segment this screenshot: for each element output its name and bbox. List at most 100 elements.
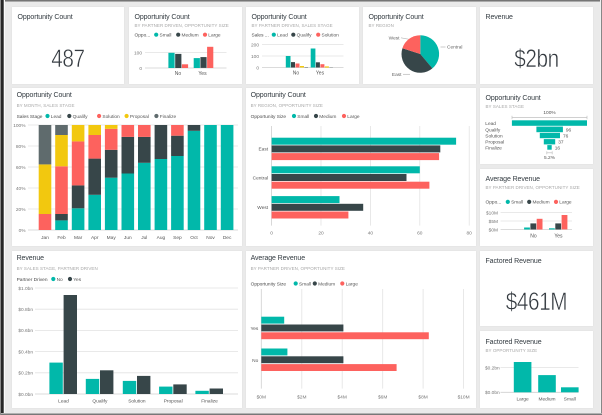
svg-text:$6M: $6M [378,395,387,401]
svg-text:Solution: Solution [102,114,120,120]
svg-text:$2M: $2M [297,395,306,401]
svg-text:Small: Small [160,33,172,39]
svg-text:Jun: Jun [124,235,132,241]
svg-text:No: No [252,358,258,364]
svg-text:No: No [57,277,63,283]
svg-text:Qualify: Qualify [92,399,108,405]
svg-text:No: No [293,70,300,76]
svg-text:0: 0 [270,231,273,237]
svg-text:Small: Small [297,114,309,120]
svg-text:Proposal: Proposal [485,140,504,146]
svg-text:$0.0bn: $0.0bn [485,390,500,396]
svg-text:Large: Large [347,114,360,120]
svg-text:$0.4bn: $0.4bn [18,349,33,355]
svg-text:West: West [389,36,401,42]
svg-text:76: 76 [563,133,569,139]
svg-text:Medium: Medium [182,33,199,39]
svg-text:80: 80 [467,231,473,237]
svg-text:Lead: Lead [485,121,496,127]
svg-text:Oct: Oct [190,235,198,241]
svg-text:Yes: Yes [198,71,207,77]
svg-text:May: May [107,235,117,241]
svg-text:100%: 100% [13,123,26,129]
svg-text:Yes: Yes [73,277,81,283]
svg-text:Yes: Yes [250,326,258,332]
svg-text:$1.0bn: $1.0bn [18,286,33,292]
svg-text:Solution: Solution [322,33,340,39]
svg-text:Oppo...: Oppo... [135,33,151,39]
svg-text:Proposal: Proposal [164,399,183,405]
svg-text:Dec: Dec [223,235,232,241]
svg-text:Sep: Sep [173,235,182,241]
svg-text:$0.8bn: $0.8bn [18,307,33,313]
svg-text:Large: Large [559,200,572,206]
svg-text:0: 0 [139,66,142,72]
svg-text:Small: Small [511,200,523,206]
svg-text:Opportunity Size: Opportunity Size [251,114,287,120]
svg-text:Finalize: Finalize [201,399,218,405]
svg-text:Sales Stage: Sales Stage [17,114,43,120]
svg-text:Solution: Solution [128,399,146,405]
svg-text:200: 200 [251,42,259,48]
svg-text:80%: 80% [16,144,26,150]
svg-text:Jul: Jul [141,235,147,241]
svg-text:Finalize: Finalize [485,145,502,151]
svg-text:40: 40 [368,231,374,237]
svg-text:0: 0 [256,65,259,71]
svg-text:5.2%: 5.2% [544,155,556,161]
svg-text:100: 100 [251,54,259,60]
svg-text:$0.6bn: $0.6bn [18,328,33,334]
svg-text:Medium: Medium [533,200,550,206]
svg-text:60%: 60% [16,165,26,171]
svg-text:96: 96 [566,127,572,133]
svg-text:Aug: Aug [157,235,166,241]
svg-text:$0.2bn: $0.2bn [18,371,33,377]
svg-text:Solution: Solution [485,133,503,139]
svg-text:$0M: $0M [489,227,498,233]
svg-text:$5M: $5M [489,219,498,225]
svg-text:Central: Central [447,45,462,51]
svg-text:Partner Driven: Partner Driven [17,277,48,283]
svg-text:No: No [530,234,537,240]
svg-text:Feb: Feb [57,235,66,241]
svg-text:Yes: Yes [554,234,563,240]
svg-text:Medium: Medium [319,114,336,120]
svg-text:Small: Small [299,281,311,287]
svg-text:Large: Large [208,33,221,39]
svg-text:Apr: Apr [91,235,99,241]
svg-text:20: 20 [318,231,324,237]
svg-text:Qualify: Qualify [485,127,501,133]
svg-text:Opportunity Size: Opportunity Size [251,281,287,287]
svg-text:East: East [258,147,268,153]
svg-text:Qualify: Qualify [73,114,89,120]
svg-text:$0.0bn: $0.0bn [18,392,33,398]
svg-text:Sales ...: Sales ... [252,33,269,39]
svg-text:Large: Large [346,281,359,287]
svg-text:Qualify: Qualify [297,33,313,39]
svg-text:$10M: $10M [486,210,498,216]
svg-text:Proposal: Proposal [130,114,149,120]
svg-text:100: 100 [134,50,142,56]
svg-text:Central: Central [253,175,268,181]
svg-text:Finalize: Finalize [160,114,177,120]
svg-text:Medium: Medium [318,281,335,287]
svg-text:West: West [257,205,269,211]
svg-text:Yes: Yes [316,70,325,76]
svg-text:East: East [392,72,402,78]
svg-text:Lead: Lead [277,33,288,39]
svg-text:60: 60 [417,231,423,237]
svg-text:Jan: Jan [41,235,49,241]
svg-text:37: 37 [558,140,564,146]
svg-text:16: 16 [555,145,561,151]
svg-text:$8M: $8M [418,395,427,401]
svg-text:100%: 100% [543,110,556,116]
svg-text:Medium: Medium [538,397,555,403]
svg-text:$0.2bn: $0.2bn [485,366,500,372]
svg-text:$10M: $10M [458,395,470,401]
svg-text:Lead: Lead [58,399,69,405]
svg-text:Small: Small [564,397,576,403]
svg-text:$4M: $4M [338,395,347,401]
svg-text:No: No [175,71,182,77]
svg-text:40%: 40% [16,186,26,192]
svg-text:$0M: $0M [257,395,266,401]
